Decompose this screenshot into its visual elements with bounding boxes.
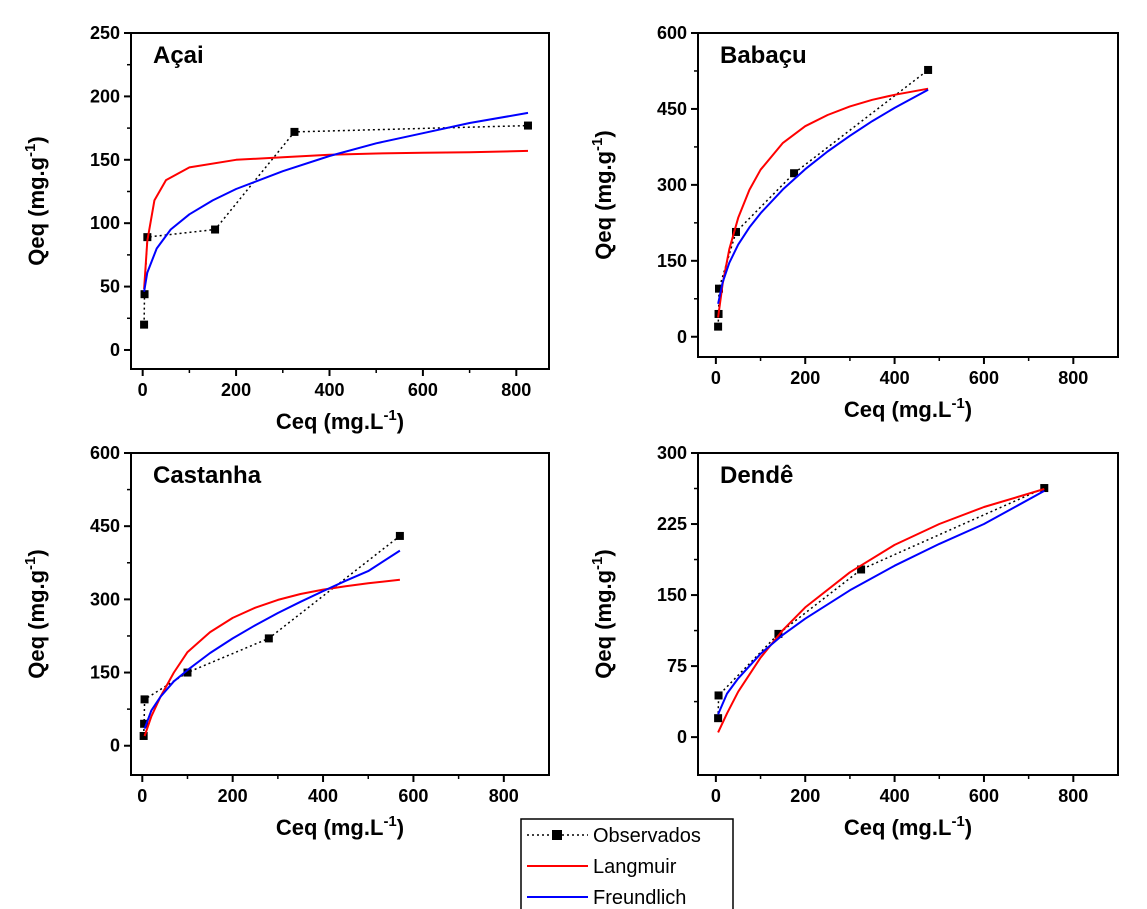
data-point-observados bbox=[714, 691, 723, 700]
legend: Observados Langmuir Freundlich bbox=[520, 818, 734, 909]
data-point-observados bbox=[1040, 484, 1049, 493]
plot-frame bbox=[697, 452, 1119, 776]
series-line-langmuir bbox=[717, 87, 929, 318]
legend-marker-observados bbox=[552, 830, 562, 840]
panel-title: Babaçu bbox=[720, 42, 807, 69]
x-tick-label: 600 bbox=[969, 786, 999, 806]
series-line-freundlich bbox=[717, 88, 929, 305]
y-tick-label: 150 bbox=[657, 585, 687, 605]
y-tick-label: 300 bbox=[657, 443, 687, 463]
plot-frame bbox=[130, 452, 550, 776]
data-point-observados bbox=[731, 227, 740, 236]
x-tick-label: 800 bbox=[1058, 786, 1088, 806]
legend-label-langmuir: Langmuir bbox=[593, 856, 677, 878]
data-point-observados bbox=[140, 719, 149, 728]
y-axis-label: Qeq (mg.g-1) bbox=[589, 130, 616, 259]
x-tick-label: 400 bbox=[308, 786, 338, 806]
panel-title: Dendê bbox=[720, 462, 793, 489]
y-tick-label: 300 bbox=[90, 589, 120, 609]
series-line-observados bbox=[143, 124, 529, 325]
data-point-observados bbox=[139, 731, 148, 740]
x-tick-label: 800 bbox=[489, 786, 519, 806]
y-tick-label: 50 bbox=[100, 277, 120, 297]
data-point-observados bbox=[523, 121, 532, 130]
y-tick-label: 150 bbox=[657, 251, 687, 271]
x-tick-label: 800 bbox=[501, 380, 531, 400]
data-point-observados bbox=[924, 65, 933, 74]
y-tick-label: 300 bbox=[657, 175, 687, 195]
data-point-observados bbox=[140, 695, 149, 704]
panel-title: Açai bbox=[153, 42, 204, 69]
data-point-observados bbox=[714, 714, 723, 723]
y-tick-label: 450 bbox=[90, 516, 120, 536]
series-line-langmuir bbox=[717, 488, 1045, 733]
data-point-observados bbox=[140, 320, 149, 329]
plot-frame bbox=[130, 32, 550, 370]
data-point-observados bbox=[715, 284, 723, 293]
chart-panel-2: 0 200 400 600 800 0 150 300 450 600 Castanha Ceq (m… bbox=[22, 443, 550, 840]
legend-label-observed: Observados bbox=[593, 825, 701, 847]
plot-frame bbox=[697, 32, 1119, 358]
x-tick-label: 0 bbox=[711, 368, 721, 388]
y-tick-label: 225 bbox=[657, 514, 687, 534]
x-tick-label: 400 bbox=[314, 380, 344, 400]
data-point-observados bbox=[714, 322, 723, 331]
series-line-freundlich bbox=[717, 490, 1045, 715]
y-tick-label: 0 bbox=[677, 327, 687, 347]
series-line-langmuir bbox=[143, 578, 401, 737]
x-tick-label: 600 bbox=[408, 380, 438, 400]
y-tick-label: 0 bbox=[677, 727, 687, 747]
x-tick-label: 200 bbox=[790, 786, 820, 806]
chart-panel-1: 0 200 400 600 800 0 150 300 450 600 Babaçu Ceq (mg.… bbox=[589, 23, 1119, 422]
y-tick-label: 450 bbox=[657, 99, 687, 119]
x-tick-label: 200 bbox=[218, 786, 248, 806]
x-axis-label: Ceq (mg.L-1) bbox=[844, 813, 972, 840]
x-axis-label: Ceq (mg.L-1) bbox=[276, 813, 404, 840]
y-tick-label: 600 bbox=[657, 23, 687, 43]
x-tick-label: 400 bbox=[880, 786, 910, 806]
data-point-observados bbox=[857, 565, 866, 574]
x-tick-label: 400 bbox=[880, 368, 910, 388]
y-tick-label: 200 bbox=[90, 86, 120, 106]
x-axis-label: Ceq (mg.L-1) bbox=[276, 407, 404, 434]
y-axis-label: Qeq (mg.g-1) bbox=[22, 136, 49, 265]
y-tick-label: 150 bbox=[90, 150, 120, 170]
series-line-freundlich bbox=[143, 549, 401, 730]
chart-panel-0: 0 200 400 600 800 0 50 100 150 200 250 Açai Ceq (mg.… bbox=[22, 23, 550, 434]
data-point-observados bbox=[264, 634, 273, 643]
data-point-observados bbox=[774, 629, 783, 638]
x-tick-label: 0 bbox=[711, 786, 721, 806]
y-tick-label: 600 bbox=[90, 443, 120, 463]
data-point-observados bbox=[183, 668, 192, 677]
series-line-freundlich bbox=[143, 111, 529, 292]
series-line-langmuir bbox=[143, 149, 529, 290]
x-tick-label: 600 bbox=[398, 786, 428, 806]
y-tick-label: 150 bbox=[90, 663, 120, 683]
data-point-observados bbox=[395, 531, 404, 540]
x-tick-label: 0 bbox=[138, 380, 148, 400]
y-tick-label: 75 bbox=[667, 656, 687, 676]
data-point-observados bbox=[790, 169, 799, 178]
legend-label-freundlich: Freundlich bbox=[593, 887, 686, 909]
data-point-observados bbox=[140, 290, 149, 299]
series-line-observados bbox=[717, 487, 1045, 719]
x-tick-label: 200 bbox=[790, 368, 820, 388]
x-tick-label: 200 bbox=[221, 380, 251, 400]
data-point-observados bbox=[211, 225, 220, 234]
y-tick-label: 100 bbox=[90, 213, 120, 233]
y-axis-label: Qeq (mg.g-1) bbox=[589, 549, 616, 678]
y-tick-label: 0 bbox=[110, 340, 120, 360]
x-tick-label: 800 bbox=[1058, 368, 1088, 388]
series-line-observados bbox=[717, 69, 929, 327]
data-point-observados bbox=[290, 127, 299, 136]
y-axis-label: Qeq (mg.g-1) bbox=[22, 549, 49, 678]
x-tick-label: 0 bbox=[137, 786, 147, 806]
chart-panel-3: 0 200 400 600 800 0 75 150 225 300 Dendê Ceq (mg.L-… bbox=[589, 443, 1119, 840]
x-axis-label: Ceq (mg.L-1) bbox=[844, 395, 972, 422]
y-tick-label: 0 bbox=[110, 736, 120, 756]
panel-title: Castanha bbox=[153, 462, 262, 489]
x-tick-label: 600 bbox=[969, 368, 999, 388]
y-tick-label: 250 bbox=[90, 23, 120, 43]
